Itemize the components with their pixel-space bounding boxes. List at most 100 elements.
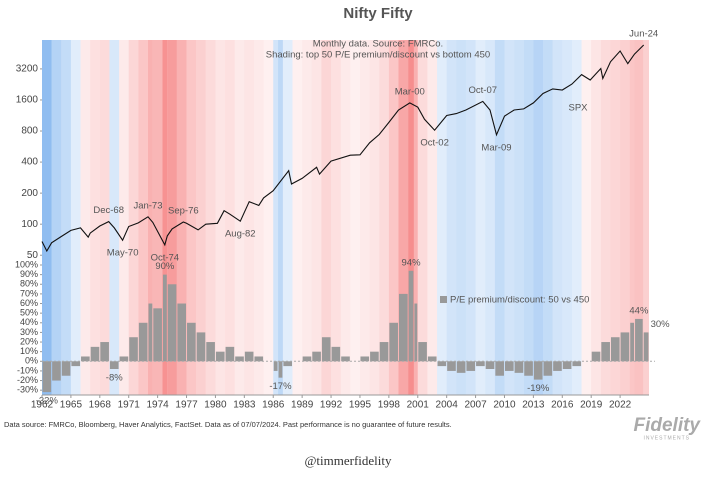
point-label: Jan-73 (133, 200, 162, 211)
shade-band (186, 40, 197, 395)
x-tick-label: 2010 (493, 400, 516, 411)
shade-band (413, 40, 418, 395)
bar (408, 270, 414, 362)
y-tick-label: 200 (21, 188, 38, 199)
shade-band (581, 40, 592, 395)
shade-band (629, 40, 635, 395)
shade-band (253, 40, 264, 395)
shade-band (244, 40, 254, 395)
y-tick-label: 10% (20, 346, 38, 356)
shade-band (138, 40, 148, 395)
bar (524, 361, 533, 376)
value-label: -32% (36, 396, 59, 407)
bar (456, 361, 466, 373)
x-tick-label: 1995 (349, 400, 372, 411)
shade-band (610, 40, 621, 395)
shade-band (571, 40, 582, 395)
y-tick-label: -30% (17, 385, 38, 395)
shade-band (90, 40, 100, 395)
x-tick-label: 1983 (233, 400, 256, 411)
shade-band (514, 40, 524, 395)
bar (331, 346, 341, 362)
shade-band (176, 40, 187, 395)
shade-band (427, 40, 438, 395)
shade-band (99, 40, 110, 395)
x-tick-label: 2004 (436, 400, 459, 411)
y-tick-label: 0% (25, 356, 38, 366)
y-tick-label: -20% (17, 375, 38, 385)
shade-band (523, 40, 534, 395)
x-tick-label: 1968 (89, 400, 112, 411)
y-tick-label: 20% (20, 336, 38, 346)
bar (109, 361, 119, 369)
shade-band (533, 40, 544, 395)
chart-subtitle: Shading: top 50 P/E premium/discount vs … (266, 50, 490, 61)
x-tick-label: 1989 (291, 400, 314, 411)
shade-band (446, 40, 457, 395)
shade-band (292, 40, 303, 395)
shade-band (278, 40, 283, 395)
x-tick-label: 2022 (609, 400, 632, 411)
x-tick-label: 1965 (60, 400, 83, 411)
point-label: Jun-24 (629, 28, 658, 39)
logo: Fidelity (633, 415, 701, 436)
x-tick-label: 2001 (407, 400, 430, 411)
y-tick-label: 1600 (16, 95, 39, 106)
shade-band (643, 40, 649, 395)
bar (52, 361, 61, 381)
shade-band (321, 40, 332, 395)
bar (601, 342, 610, 362)
x-tick-label: 1986 (262, 400, 285, 411)
y-tick-label: 100% (15, 259, 38, 269)
x-tick-label: 1977 (175, 400, 198, 411)
x-tick-label: 1992 (320, 400, 343, 411)
bar (187, 322, 196, 362)
bar (533, 361, 543, 380)
bar (562, 361, 572, 369)
series-label: SPX (568, 103, 588, 114)
bar (630, 322, 635, 362)
bar (81, 356, 90, 362)
bar (341, 356, 350, 362)
shading (42, 40, 649, 395)
shade-band (485, 40, 495, 395)
shade-band (152, 40, 163, 395)
shade-band (552, 40, 563, 395)
point-label: Oct-07 (469, 85, 498, 96)
point-label: Oct-74 (151, 252, 180, 263)
shade-band (456, 40, 466, 395)
x-tick-label: 2019 (580, 400, 603, 411)
footer-source: Data source: FMRCo, Bloomberg, Haver Ana… (4, 420, 452, 429)
shade-band (398, 40, 409, 395)
shade-band (196, 40, 206, 395)
bar (312, 351, 321, 362)
bar (389, 322, 398, 362)
bar (427, 356, 437, 362)
x-tick-label: 1974 (146, 400, 169, 411)
bar (321, 337, 331, 362)
value-label: 90% (155, 261, 175, 272)
shade-band (80, 40, 91, 395)
bar (129, 337, 138, 362)
bar (360, 356, 370, 362)
shade-band (167, 40, 177, 395)
bar (278, 361, 283, 378)
shade-band (600, 40, 611, 395)
shade-band (273, 40, 279, 395)
bar (504, 361, 514, 371)
shade-band (369, 40, 380, 395)
shade-band (465, 40, 476, 395)
value-label: -8% (106, 373, 123, 384)
shade-band (302, 40, 312, 395)
y-tick-label: 3200 (16, 64, 39, 75)
value-label: 44% (629, 305, 649, 316)
spx-line (41, 44, 645, 253)
point-label: Sep-76 (168, 206, 199, 217)
y-tick-label: 60% (20, 298, 38, 308)
shade-band (359, 40, 370, 395)
bar (635, 318, 643, 362)
bar (119, 356, 129, 362)
shade-band (475, 40, 486, 395)
bar (447, 361, 456, 371)
shade-band (205, 40, 216, 395)
